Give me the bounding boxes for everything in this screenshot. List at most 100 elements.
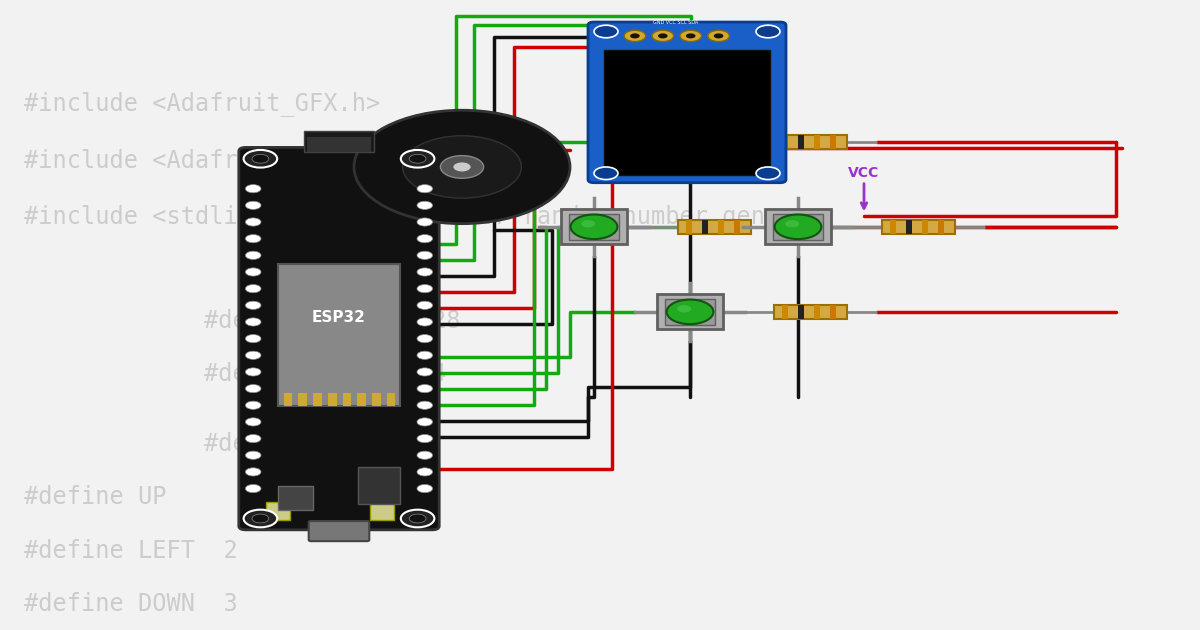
Circle shape bbox=[244, 150, 277, 168]
Circle shape bbox=[418, 368, 432, 376]
Text: GND VCC SCL SDA: GND VCC SCL SDA bbox=[653, 20, 698, 25]
Circle shape bbox=[708, 30, 730, 42]
Bar bbox=[718, 220, 724, 234]
Bar bbox=[307, 137, 371, 152]
Circle shape bbox=[418, 351, 432, 359]
Bar bbox=[798, 305, 804, 319]
Bar bbox=[829, 305, 836, 319]
Circle shape bbox=[245, 201, 262, 209]
Circle shape bbox=[418, 451, 432, 459]
Bar bbox=[372, 393, 380, 406]
Circle shape bbox=[245, 435, 262, 443]
Circle shape bbox=[403, 136, 522, 198]
Bar bbox=[277, 486, 313, 510]
Circle shape bbox=[245, 301, 262, 309]
FancyBboxPatch shape bbox=[764, 209, 832, 244]
Text: #define WIDTH  128: #define WIDTH 128 bbox=[204, 309, 461, 333]
Bar bbox=[358, 466, 401, 504]
FancyBboxPatch shape bbox=[308, 521, 370, 541]
Circle shape bbox=[245, 234, 262, 243]
Bar bbox=[798, 135, 804, 149]
FancyBboxPatch shape bbox=[569, 214, 619, 240]
Circle shape bbox=[401, 150, 434, 168]
Circle shape bbox=[409, 154, 426, 163]
Bar bbox=[889, 220, 896, 234]
Circle shape bbox=[756, 167, 780, 180]
Text: #define RIGHT  0: #define RIGHT 0 bbox=[204, 432, 432, 455]
Circle shape bbox=[686, 33, 696, 38]
FancyBboxPatch shape bbox=[773, 214, 823, 240]
Circle shape bbox=[245, 484, 262, 493]
Circle shape bbox=[785, 220, 799, 227]
Bar bbox=[733, 220, 740, 234]
Circle shape bbox=[418, 318, 432, 326]
Circle shape bbox=[409, 514, 426, 523]
Circle shape bbox=[245, 368, 262, 376]
Circle shape bbox=[667, 130, 714, 154]
Circle shape bbox=[252, 514, 269, 523]
Circle shape bbox=[418, 301, 432, 309]
Circle shape bbox=[677, 135, 691, 142]
Circle shape bbox=[245, 318, 262, 326]
Circle shape bbox=[418, 251, 432, 260]
Bar bbox=[685, 220, 692, 234]
Circle shape bbox=[418, 468, 432, 476]
Circle shape bbox=[714, 33, 724, 38]
Circle shape bbox=[418, 268, 432, 276]
Circle shape bbox=[680, 30, 702, 42]
Bar bbox=[343, 393, 352, 406]
FancyBboxPatch shape bbox=[774, 135, 847, 149]
Circle shape bbox=[418, 335, 432, 343]
Circle shape bbox=[775, 214, 822, 239]
Text: #include <Adafruit_GFX.h>: #include <Adafruit_GFX.h> bbox=[24, 91, 380, 117]
Text: #define HEIGHT 64: #define HEIGHT 64 bbox=[204, 362, 446, 386]
Text: #define LEFT  2: #define LEFT 2 bbox=[24, 539, 238, 563]
Circle shape bbox=[571, 214, 618, 239]
FancyBboxPatch shape bbox=[277, 263, 401, 406]
Circle shape bbox=[658, 33, 667, 38]
Circle shape bbox=[418, 435, 432, 443]
Circle shape bbox=[756, 25, 780, 38]
Text: ESP32: ESP32 bbox=[312, 311, 366, 325]
Circle shape bbox=[245, 451, 262, 459]
Text: #define UP     1: #define UP 1 bbox=[24, 485, 252, 509]
Circle shape bbox=[418, 218, 432, 226]
Text: VCC: VCC bbox=[848, 166, 880, 180]
Bar bbox=[386, 393, 396, 406]
Circle shape bbox=[418, 234, 432, 243]
Bar bbox=[313, 393, 322, 406]
FancyBboxPatch shape bbox=[656, 294, 724, 329]
Text: #include <Adafruit_SSD1306.h>: #include <Adafruit_SSD1306.h> bbox=[24, 148, 437, 173]
Circle shape bbox=[354, 110, 570, 224]
Bar bbox=[604, 50, 770, 175]
Circle shape bbox=[418, 484, 432, 493]
Bar bbox=[358, 393, 366, 406]
Circle shape bbox=[418, 185, 432, 193]
Circle shape bbox=[667, 300, 714, 324]
Circle shape bbox=[245, 468, 262, 476]
Circle shape bbox=[245, 268, 262, 276]
Bar bbox=[299, 393, 307, 406]
Circle shape bbox=[418, 285, 432, 293]
FancyBboxPatch shape bbox=[656, 124, 724, 159]
Bar bbox=[922, 220, 928, 234]
FancyBboxPatch shape bbox=[239, 147, 439, 530]
FancyBboxPatch shape bbox=[588, 22, 786, 183]
Circle shape bbox=[418, 401, 432, 410]
Circle shape bbox=[245, 285, 262, 293]
Text: #include <stdlib.h> // Include for random number gene: #include <stdlib.h> // Include for rando… bbox=[24, 205, 779, 229]
Bar bbox=[937, 220, 944, 234]
Circle shape bbox=[245, 351, 262, 359]
Circle shape bbox=[581, 220, 595, 227]
Circle shape bbox=[418, 201, 432, 209]
Circle shape bbox=[677, 305, 691, 312]
Circle shape bbox=[252, 154, 269, 163]
Bar bbox=[814, 305, 820, 319]
FancyBboxPatch shape bbox=[665, 299, 715, 325]
FancyBboxPatch shape bbox=[774, 305, 847, 319]
Bar bbox=[702, 220, 708, 234]
Circle shape bbox=[624, 30, 646, 42]
Circle shape bbox=[440, 156, 484, 178]
Circle shape bbox=[244, 510, 277, 527]
Circle shape bbox=[245, 384, 262, 392]
